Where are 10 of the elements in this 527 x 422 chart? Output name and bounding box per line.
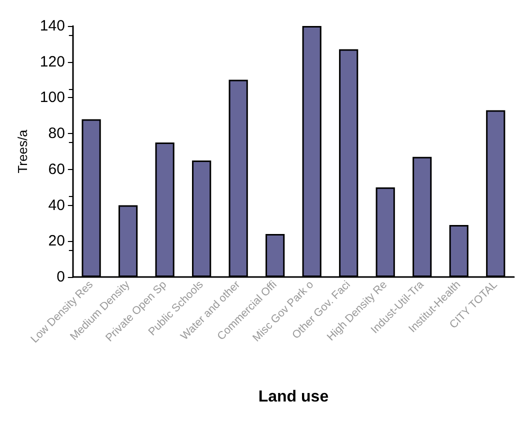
y-tick-label: 80	[48, 125, 65, 142]
y-tick-label: 100	[40, 89, 65, 106]
y-tick-label: 20	[48, 232, 65, 250]
y-tick-label: 60	[48, 160, 65, 178]
y-tick-label: 0	[56, 268, 65, 286]
y-tick-label: 120	[40, 53, 65, 70]
y-axis-title: Trees/a	[15, 128, 30, 174]
x-axis-title: Land use	[258, 388, 329, 406]
y-tick-label: 140	[40, 18, 65, 34]
y-tick-label: 40	[48, 196, 65, 214]
